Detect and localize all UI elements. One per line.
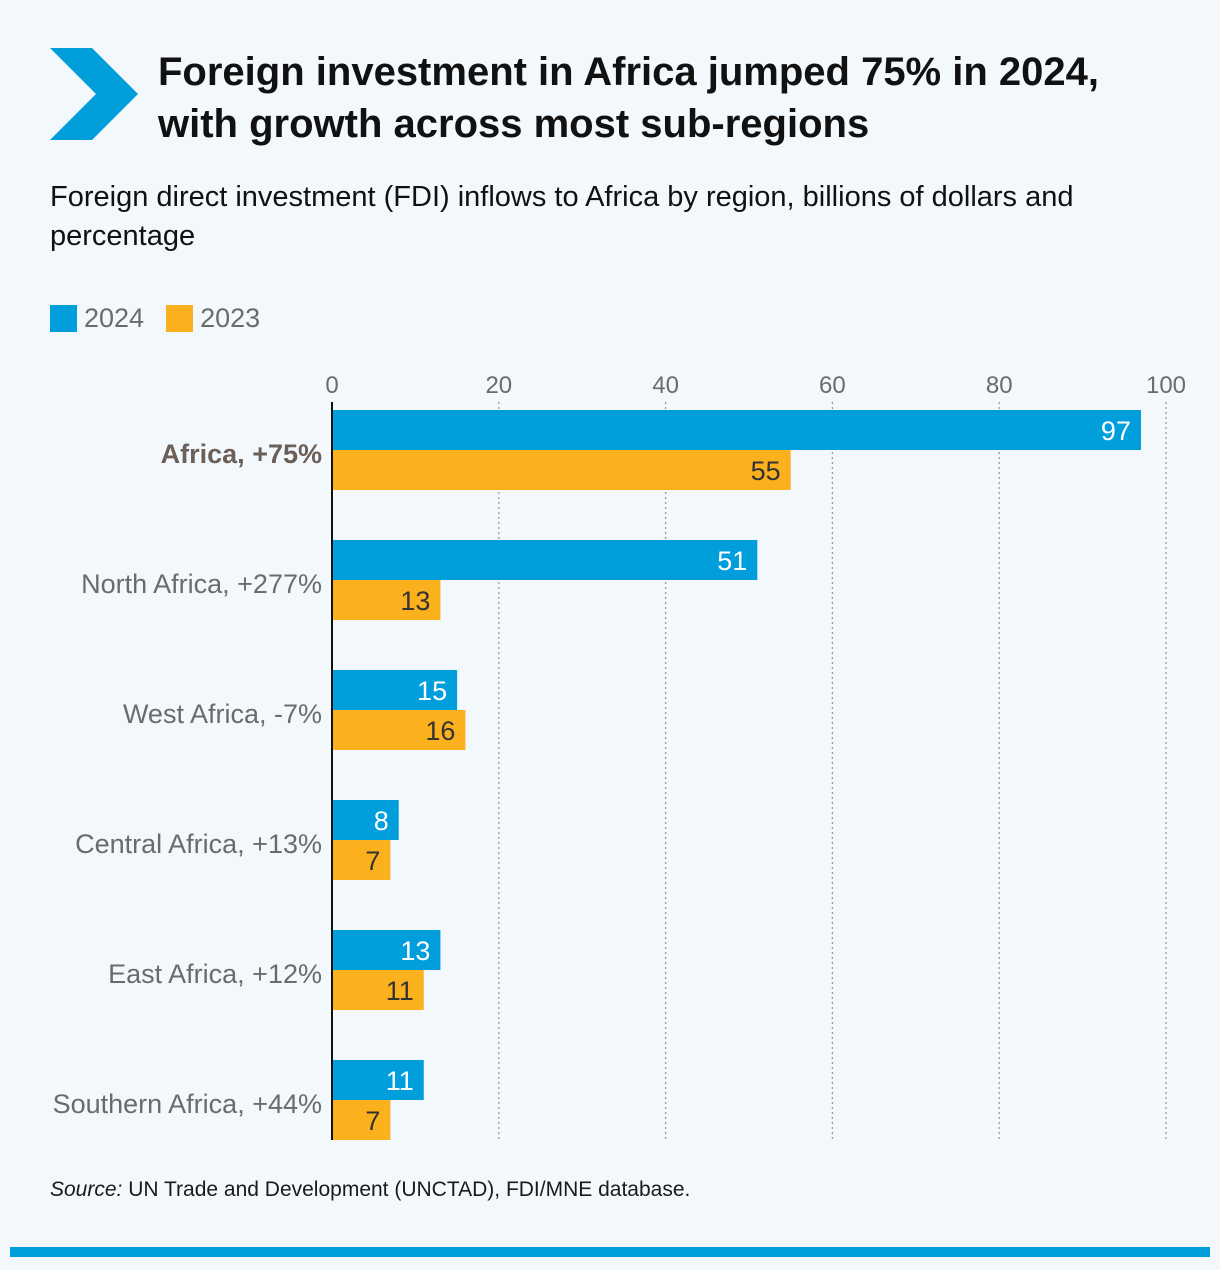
footer-rule (10, 1247, 1210, 1257)
bar-value-label-2024-5: 11 (386, 1066, 414, 1096)
bar-value-label-2023-4: 11 (386, 976, 414, 1006)
bar-2023-0 (332, 450, 791, 490)
x-tick-label-20: 20 (485, 372, 512, 399)
legend-swatch-2024 (50, 304, 77, 332)
bar-2024-4 (332, 930, 441, 970)
legend-label-2024: 2024 (84, 302, 145, 333)
x-tick-label-100: 100 (1146, 372, 1186, 399)
category-label-3: Central Africa, +13% (75, 829, 322, 859)
bar-2024-2 (332, 670, 458, 710)
source-prefix: Source: (50, 1178, 123, 1201)
bar-value-label-2023-0: 55 (751, 456, 781, 486)
chart-subtitle: Foreign direct investment (FDI) inflows … (50, 181, 1074, 252)
legend-swatch-2023 (166, 304, 194, 332)
bar-2024-3 (332, 800, 399, 840)
chart-title: Foreign investment in Africa jumped 75% … (158, 50, 1099, 146)
bar-value-label-2023-5: 7 (365, 1106, 380, 1136)
source-text: UN Trade and Development (UNCTAD), FDI/M… (122, 1178, 691, 1201)
x-tick-label-80: 80 (986, 372, 1013, 399)
bar-2023-1 (332, 580, 441, 620)
bar-value-label-2024-4: 13 (400, 936, 430, 966)
legend-label-2023: 2023 (200, 302, 261, 333)
bar-2023-3 (332, 840, 391, 880)
bar-value-label-2023-2: 16 (425, 716, 455, 746)
x-tick-label-60: 60 (819, 372, 846, 399)
bar-2024-0 (332, 410, 1141, 450)
category-label-5: Southern Africa, +44% (53, 1089, 322, 1119)
source-note: Source: UN Trade and Development (UNCTAD… (50, 1178, 690, 1202)
bar-2023-5 (332, 1100, 391, 1140)
category-label-2: West Africa, -7% (123, 699, 322, 729)
category-label-1: North Africa, +277% (81, 569, 322, 599)
bar-2023-4 (332, 970, 424, 1010)
bar-value-label-2024-2: 15 (417, 676, 447, 706)
category-label-0: Africa, +75% (161, 439, 322, 469)
legend: 2024 2023 (50, 300, 282, 336)
bar-2024-5 (332, 1060, 424, 1100)
chevron-logo-icon (50, 48, 138, 140)
bar-2024-1 (332, 540, 758, 580)
legend-item-2023: 2023 (166, 303, 260, 334)
bar-value-label-2024-1: 51 (717, 546, 747, 576)
bar-value-label-2023-1: 13 (400, 586, 430, 616)
category-label-4: East Africa, +12% (108, 959, 322, 989)
bar-2023-2 (332, 710, 466, 750)
bar-value-label-2023-3: 7 (365, 846, 380, 876)
legend-item-2024: 2024 (50, 303, 144, 334)
x-tick-label-40: 40 (652, 372, 679, 399)
x-tick-label-0: 0 (325, 372, 338, 399)
bar-value-label-2024-0: 97 (1101, 416, 1131, 446)
bar-value-label-2024-3: 8 (374, 806, 389, 836)
